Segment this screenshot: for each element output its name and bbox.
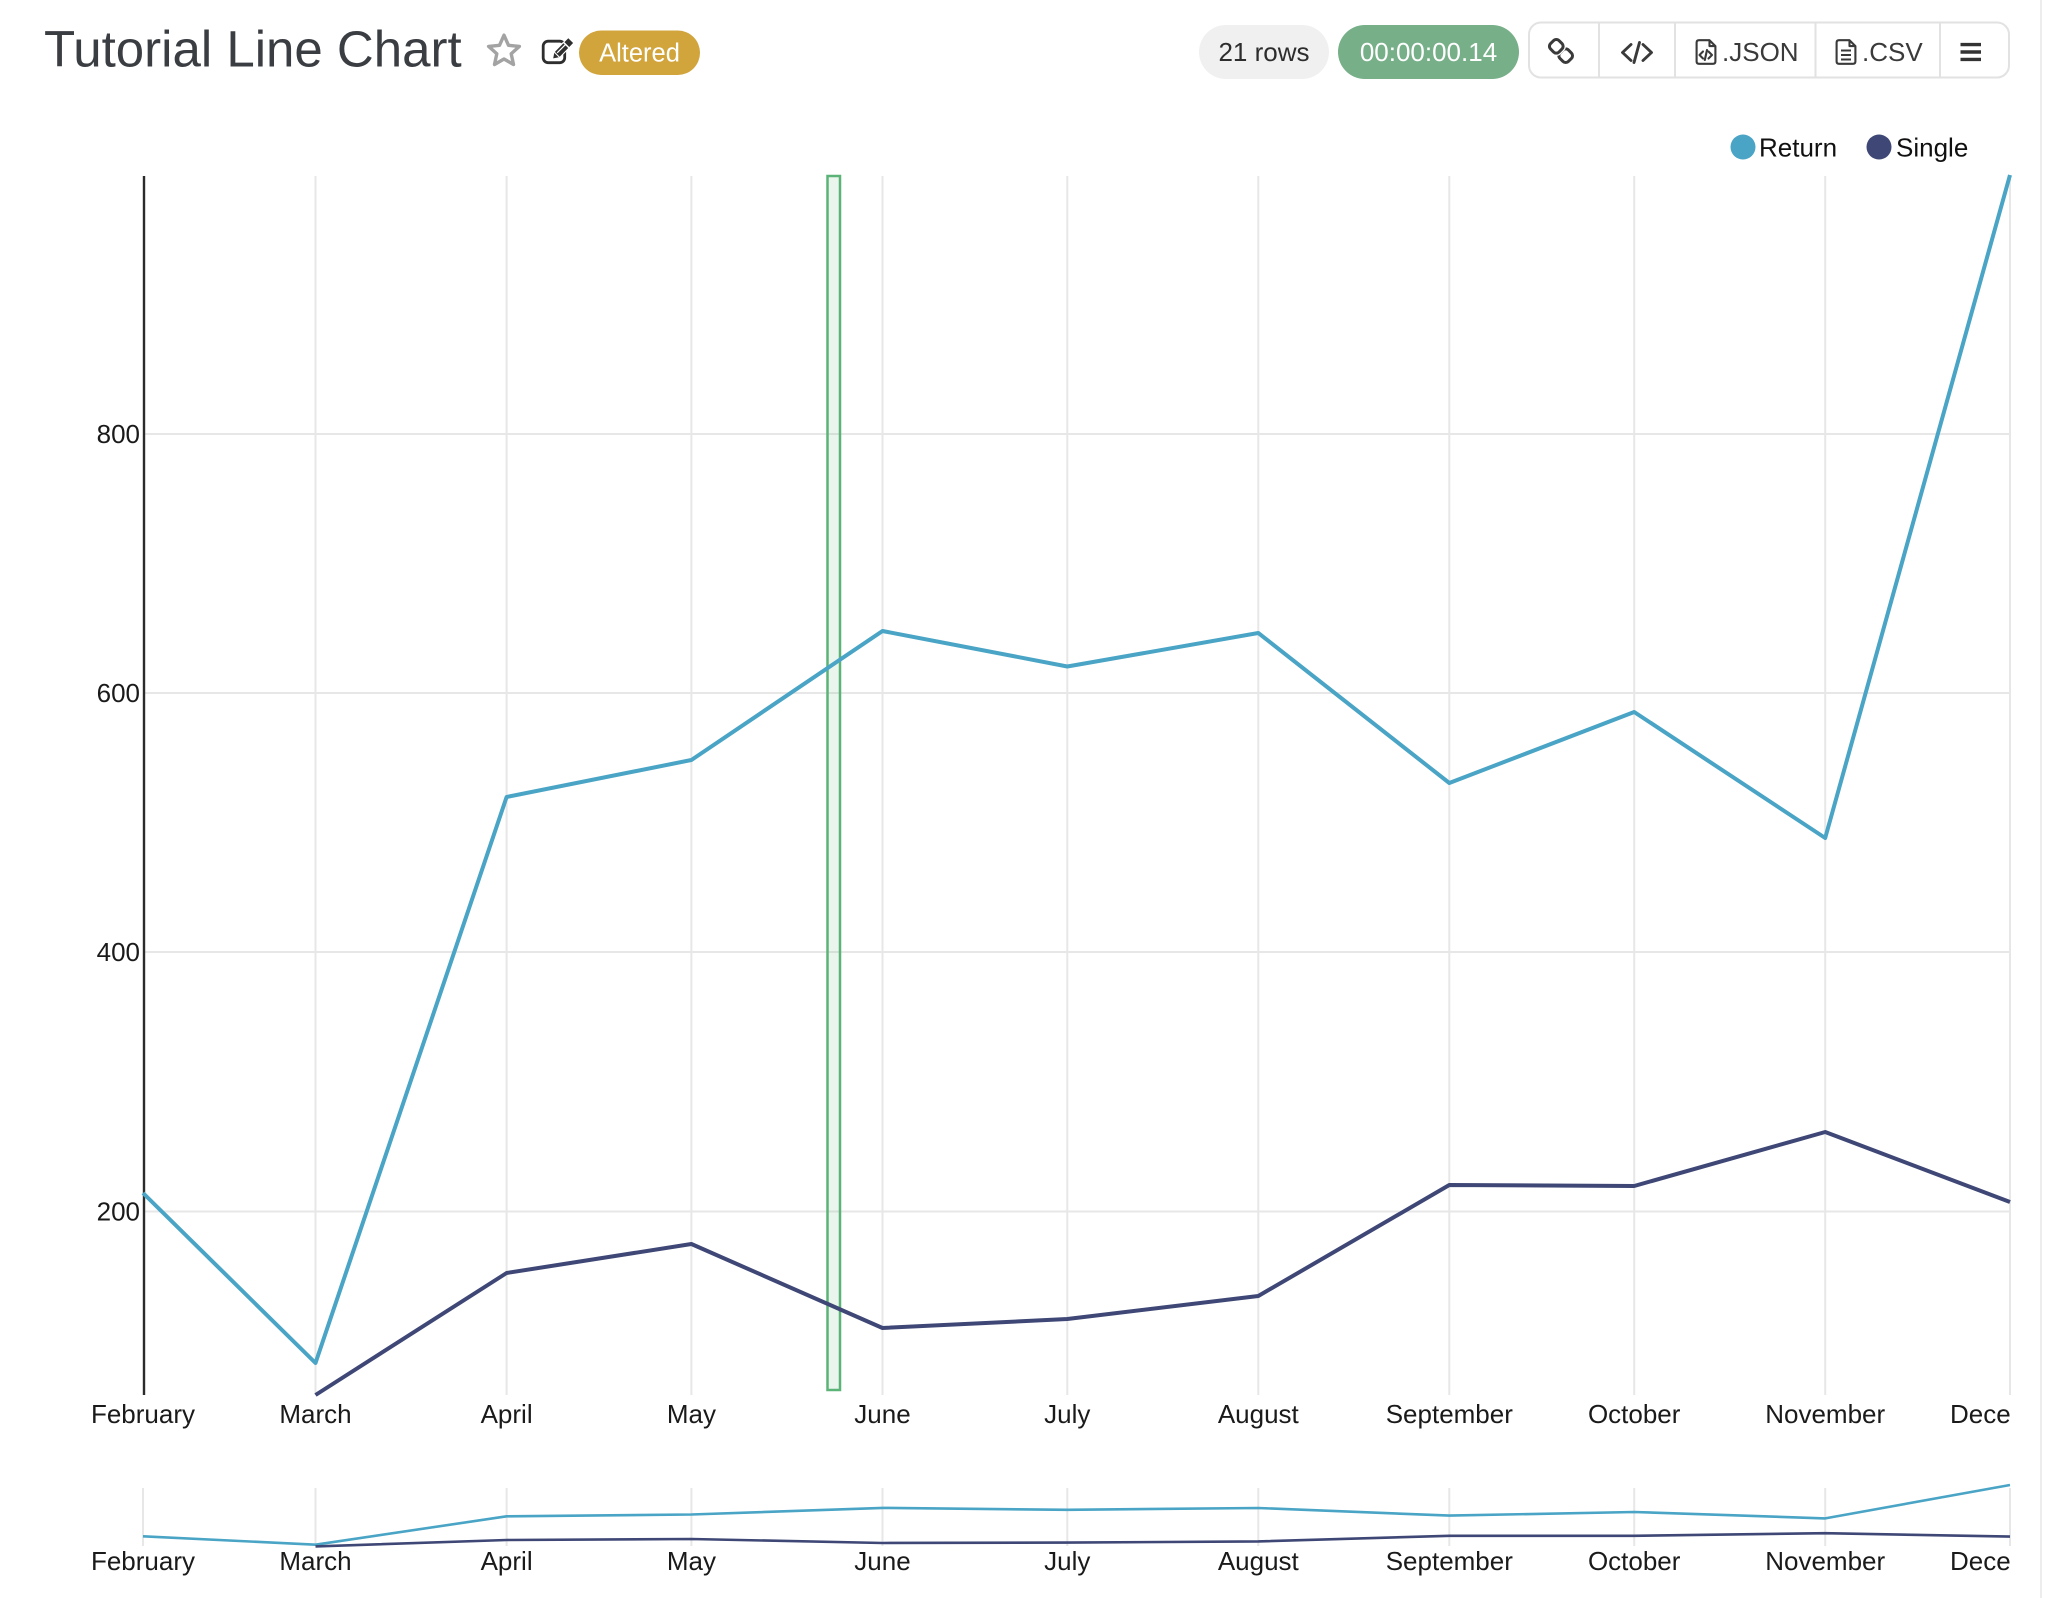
- svg-text:200: 200: [97, 1197, 140, 1227]
- svg-text:April: April: [481, 1399, 533, 1429]
- svg-text:Dece: Dece: [1950, 1546, 2011, 1576]
- svg-text:August: August: [1218, 1546, 1300, 1576]
- svg-text:.CSV: .CSV: [1862, 37, 1923, 67]
- svg-text:April: April: [481, 1546, 533, 1576]
- svg-text:March: March: [279, 1399, 351, 1429]
- svg-text:Dece: Dece: [1950, 1399, 2011, 1429]
- svg-text:800: 800: [97, 419, 140, 449]
- svg-text:February: February: [91, 1399, 195, 1429]
- svg-text:May: May: [667, 1399, 716, 1429]
- svg-text:Tutorial Line Chart: Tutorial Line Chart: [44, 21, 462, 78]
- svg-text:600: 600: [97, 678, 140, 708]
- svg-text:00:00:00.14: 00:00:00.14: [1360, 37, 1497, 67]
- svg-text:.JSON: .JSON: [1722, 37, 1799, 67]
- svg-text:October: October: [1588, 1399, 1681, 1429]
- svg-text:July: July: [1044, 1546, 1090, 1576]
- svg-text:21 rows: 21 rows: [1218, 37, 1309, 67]
- svg-text:June: June: [854, 1399, 910, 1429]
- svg-text:October: October: [1588, 1546, 1681, 1576]
- svg-text:May: May: [667, 1546, 716, 1576]
- svg-text:September: September: [1386, 1546, 1514, 1576]
- svg-text:August: August: [1218, 1399, 1300, 1429]
- svg-text:Altered: Altered: [599, 40, 680, 68]
- svg-text:November: November: [1765, 1399, 1885, 1429]
- svg-text:June: June: [854, 1546, 910, 1576]
- svg-text:February: February: [91, 1546, 195, 1576]
- svg-text:September: September: [1386, 1399, 1514, 1429]
- svg-text:400: 400: [97, 937, 140, 967]
- svg-text:November: November: [1765, 1546, 1885, 1576]
- svg-text:March: March: [279, 1546, 351, 1576]
- svg-text:July: July: [1044, 1399, 1090, 1429]
- svg-text:Single: Single: [1896, 133, 1968, 163]
- svg-text:Return: Return: [1759, 133, 1837, 163]
